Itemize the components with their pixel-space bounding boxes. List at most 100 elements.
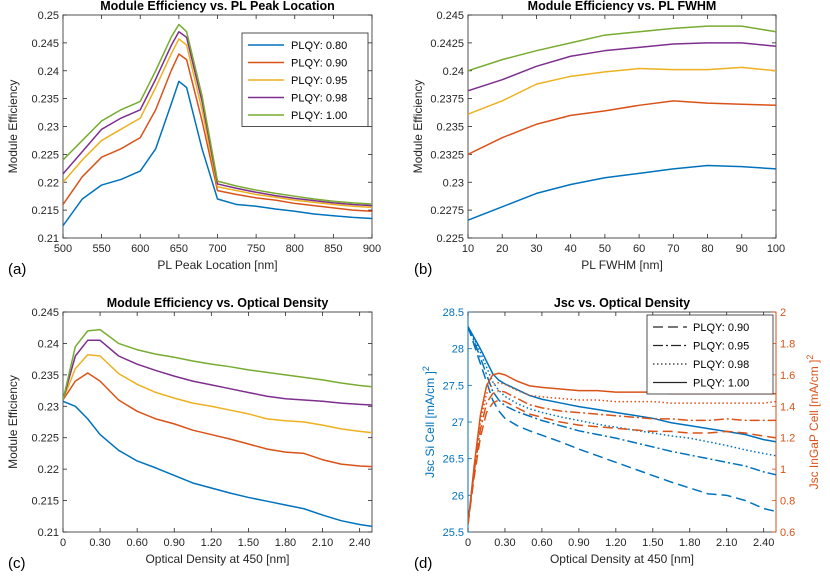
y2-tick-label-d: 1 [780,464,786,476]
y-tick-label-c: 0.235 [31,370,59,382]
ingap-line-090 [468,399,776,525]
x-tick-label-c: 1.50 [238,537,259,549]
panel-label-d: (d) [414,555,432,572]
x-axis-label-b: PL FWHM [nm] [581,258,663,272]
x-tick-label-b: 80 [701,243,713,255]
ingap-line-095 [468,389,776,525]
y-tick-label-b: 0.2375 [430,94,464,106]
x-tick-label-c: 1.80 [275,537,296,549]
y-tick-label-d: 26.5 [443,454,464,466]
y-tick-label-d: 27 [452,417,464,429]
plot-area-a [63,23,372,227]
x-tick-label-b: 10 [462,243,474,255]
y-tick-label-b: 0.235 [436,122,464,134]
y2-tick-label-d: 0.8 [780,496,795,508]
legend-label-a: PLQY: 0.80 [291,40,347,52]
y-tick-label-d: 28.5 [443,307,464,319]
x-tick-label-b: 90 [736,243,748,255]
y-tick-label-d: 26 [452,490,464,502]
series-line-a-080 [63,80,372,227]
x-tick-label-d: 1.20 [605,537,626,549]
y-tick-label-a: 0.23 [38,122,59,134]
x-tick-label-d: 0.30 [494,537,515,549]
x-tick-label-c: 2.40 [349,537,370,549]
x-tick-label-d: 0.90 [568,537,589,549]
x-tick-label-d: 1.50 [642,537,663,549]
x-tick-label-a: 700 [208,243,226,255]
legend-label-a: PLQY: 0.95 [291,75,347,87]
y-tick-label-c: 0.21 [38,527,59,539]
panel-d: 0 0.30 0.60 0.90 1.20 1.50 1.80 2.10 2.40 25.5 26 2… [414,296,821,572]
x-tick-label-d: 0.60 [531,537,552,549]
x-tick-label-d: 0 [465,537,471,549]
panel-b: 10 20 30 40 50 60 70 80 90 100 0.225 0.2275 0.23 0.23… [411,0,785,278]
x-axis-label-d: Optical Density at 450 [nm] [550,552,694,566]
x-tick-label-b: 70 [667,243,679,255]
si-line-100 [468,326,776,443]
y-tick-label-a: 0.25 [38,10,59,22]
series-line-b-095 [468,66,776,115]
legend-label-d: PLQY: 0.98 [693,359,749,371]
y-tick-label-b: 0.225 [436,233,464,245]
panel-c: 0 0.30 0.60 0.90 1.20 1.50 1.80 2.10 2.40 0.21 0.2… [6,296,373,572]
legend-box-d [646,314,774,395]
y-tick-label-b: 0.2425 [430,38,464,50]
x-tick-label-c: 0.60 [126,537,147,549]
x-tick-label-a: 600 [131,243,149,255]
legend-label-d: PLQY: 0.95 [693,341,749,353]
y2-tick-label-d: 1.4 [780,401,795,413]
series-line-c-095 [63,353,372,434]
y-tick-label-c: 0.24 [38,338,59,350]
x-tick-label-b: 20 [496,243,508,255]
series-line-c-080 [63,400,372,528]
y2-tick-label-d: 1.8 [780,338,795,350]
y-axis-label-sup-d: 2 [421,366,431,371]
y-tick-label-c: 0.23 [38,401,59,413]
x-tick-label-a: 800 [286,243,304,255]
legend-label-a: PLQY: 0.98 [291,93,347,105]
x-tick-label-c: 0 [60,537,66,549]
x-tick-label-a: 650 [170,243,188,255]
si-line-095 [468,326,776,476]
y-tick-label-c: 0.245 [31,307,59,319]
plot-area-b [468,25,776,221]
series-line-c-100 [63,328,372,401]
series-line-c-090 [63,372,372,468]
panel-a: 500 550 600 650 700 750 800 850 900 0.21 0.215 0.22… [6,0,381,278]
x-tick-label-d: 2.40 [753,537,774,549]
y-tick-label-b: 0.245 [436,10,464,22]
y2-axis-label-d: Jsc InGaP Cell [mA/cm ]2 [805,355,821,490]
series-line-a-100 [63,23,372,205]
legend-label-a: PLQY: 0.90 [291,58,347,70]
y-tick-label-c: 0.22 [38,464,59,476]
y-tick-label-b: 0.24 [443,66,464,78]
y-tick-label-a: 0.215 [31,205,59,217]
x-tick-label-d: 1.80 [679,537,700,549]
ingap-line-098 [468,381,776,525]
legend-label-a: PLQY: 1.00 [291,110,347,122]
x-axis-label-c: Optical Density at 450 [nm] [145,552,289,566]
y-tick-label-a: 0.225 [31,149,59,161]
y-tick-label-a: 0.24 [38,66,59,78]
si-line-090 [468,326,776,513]
y-tick-label-b: 0.2325 [430,149,464,161]
y-tick-label-b: 0.23 [443,177,464,189]
chart-title-d: Jsc vs. Optical Density [554,296,690,310]
y-tick-label-d: 25.5 [443,527,464,539]
x-tick-label-b: 40 [565,243,577,255]
x-tick-label-a: 750 [247,243,265,255]
y2-tick-label-d: 1.6 [780,370,795,382]
y-tick-label-c: 0.225 [31,433,59,445]
y-tick-label-d: 27.5 [443,380,464,392]
series-line-a-095 [63,38,372,209]
x-tick-label-c: 1.20 [201,537,222,549]
x-tick-label-a: 550 [92,243,110,255]
x-tick-label-b: 50 [599,243,611,255]
y-axis-label-b: Module Efficiency [411,80,425,174]
series-line-b-080 [468,164,776,221]
chart-title-c: Module Efficiency vs. Optical Density [107,296,329,310]
x-tick-label-c: 0.30 [89,537,110,549]
x-tick-label-b: 60 [633,243,645,255]
y-axis-label-a: Module Efficiency [6,80,20,174]
x-tick-label-b: 100 [767,243,785,255]
